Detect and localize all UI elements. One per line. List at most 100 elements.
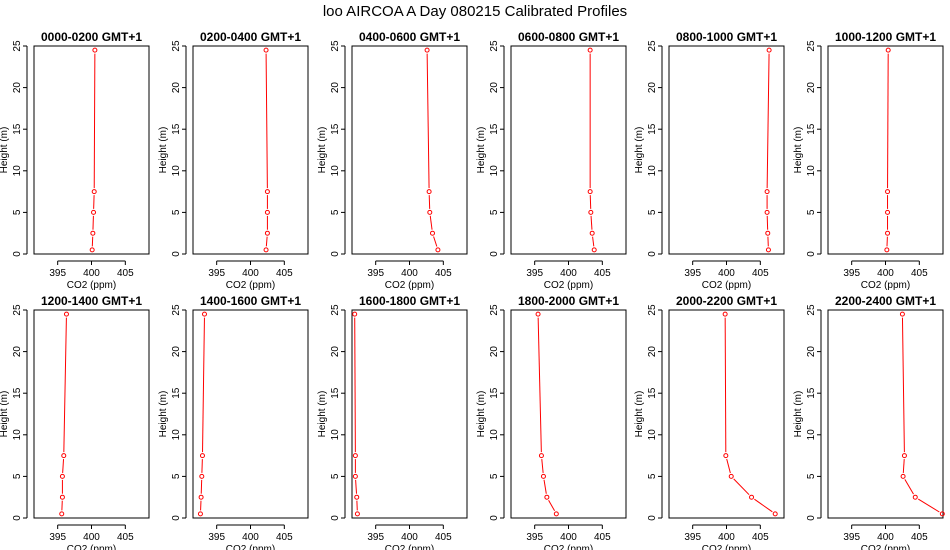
- chart-panel-7: 1400-1600 GMT+1 0 5 10 15 20 25 Height (m) 395 40…: [158, 294, 309, 550]
- data-point: [722, 311, 728, 317]
- data-point: [91, 189, 97, 195]
- data-point: [202, 311, 207, 317]
- y-tick-label: 15: [489, 387, 500, 399]
- x-tick-label: 395: [49, 268, 66, 279]
- y-tick-label: 25: [330, 304, 341, 316]
- y-tick-label: 10: [806, 429, 817, 441]
- y-tick-label: 20: [647, 82, 658, 94]
- chart-panel-8: 1600-1800 GMT+1 0 5 10 15 20 25 Height (m) 395 40…: [317, 294, 468, 550]
- series-line: [901, 317, 905, 453]
- plot-frame: [668, 309, 785, 519]
- series-line: [733, 478, 750, 496]
- y-tick-label: 15: [806, 387, 817, 399]
- series-line: [537, 317, 542, 453]
- series-line: [724, 317, 727, 453]
- y-axis-label: Height (m): [317, 127, 328, 174]
- y-tick-label: 0: [806, 251, 817, 257]
- x-tick-label: 400: [560, 532, 577, 543]
- x-tick-label: 395: [843, 532, 860, 543]
- y-tick-label: 15: [489, 123, 500, 135]
- y-axis-label: Height (m): [476, 391, 487, 438]
- x-tick-label: 395: [684, 268, 701, 279]
- data-point: [59, 511, 65, 517]
- x-axis-label: CO2 (ppm): [702, 544, 751, 550]
- data-point: [538, 453, 544, 459]
- plot-frame: [192, 45, 309, 255]
- series-line: [904, 479, 914, 495]
- y-tick-label: 15: [330, 123, 341, 135]
- x-tick-label: 395: [526, 268, 543, 279]
- x-tick-label: 400: [718, 532, 735, 543]
- y-axis-label: Height (m): [0, 391, 10, 438]
- y-tick-label: 20: [330, 82, 341, 94]
- series-line: [590, 215, 593, 230]
- y-tick-label: 0: [330, 251, 341, 257]
- data-point: [198, 494, 204, 500]
- data-point: [430, 230, 435, 236]
- series-line: [202, 317, 205, 453]
- data-point: [765, 247, 771, 253]
- x-tick-label: 405: [276, 532, 293, 543]
- data-point: [426, 189, 432, 195]
- data-point: [749, 494, 755, 500]
- plot-frame: [351, 45, 468, 255]
- data-point: [199, 453, 205, 459]
- series-line: [766, 53, 770, 189]
- y-tick-label: 20: [806, 82, 817, 94]
- x-axis-label: CO2 (ppm): [385, 544, 434, 550]
- chart-panel-4: 0800-1000 GMT+1 0 5 10 15 20 25 Height (m) 395 40…: [634, 30, 785, 291]
- x-axis-label: CO2 (ppm): [385, 280, 434, 291]
- series-line: [265, 236, 268, 247]
- y-tick-label: 0: [171, 251, 182, 257]
- y-tick-label: 25: [806, 40, 817, 52]
- series-line: [93, 53, 96, 189]
- y-tick-label: 25: [12, 40, 23, 52]
- x-tick-label: 405: [911, 532, 928, 543]
- y-tick-label: 5: [647, 209, 658, 215]
- y-tick-label: 10: [647, 429, 658, 441]
- y-tick-label: 0: [12, 251, 23, 257]
- y-tick-label: 15: [12, 123, 23, 135]
- y-tick-label: 15: [171, 387, 182, 399]
- y-tick-label: 0: [489, 251, 500, 257]
- y-tick-label: 5: [12, 473, 23, 479]
- y-axis-label: Height (m): [634, 391, 645, 438]
- y-axis-label: Height (m): [793, 391, 804, 438]
- data-point: [899, 311, 905, 317]
- data-point: [885, 230, 891, 236]
- chart-panel-1: 0200-0400 GMT+1 0 5 10 15 20 25 Height (m) 395 40…: [158, 30, 309, 291]
- data-point: [587, 189, 593, 195]
- y-tick-label: 15: [12, 387, 23, 399]
- y-tick-label: 25: [171, 304, 182, 316]
- y-tick-label: 15: [806, 123, 817, 135]
- chart-panel-10: 2000-2200 GMT+1 0 5 10 15 20 25 Height (m) 395 40…: [634, 294, 785, 550]
- x-tick-label: 400: [401, 268, 418, 279]
- data-point: [92, 47, 98, 53]
- data-point: [589, 230, 595, 236]
- y-tick-label: 25: [647, 304, 658, 316]
- y-tick-label: 20: [489, 82, 500, 94]
- chart-panel-9: 1800-2000 GMT+1 0 5 10 15 20 25 Height (m) 395 40…: [476, 294, 627, 550]
- main-title: loo AIRCOA A Day 080215 Calibrated Profi…: [323, 3, 627, 20]
- data-point: [264, 189, 270, 195]
- y-tick-label: 5: [330, 209, 341, 215]
- x-tick-label: 400: [242, 532, 259, 543]
- x-tick-label: 400: [560, 268, 577, 279]
- x-tick-label: 400: [718, 268, 735, 279]
- plot-frame: [827, 309, 944, 519]
- plot-frame: [510, 309, 627, 519]
- y-tick-label: 20: [489, 346, 500, 358]
- panel-title: 2200-2400 GMT+1: [835, 294, 936, 308]
- y-tick-label: 20: [12, 82, 23, 94]
- chart-panel-2: 0400-0600 GMT+1 0 5 10 15 20 25 Height (m) 395 40…: [317, 30, 468, 291]
- series-line: [63, 317, 67, 453]
- y-tick-label: 5: [330, 473, 341, 479]
- y-tick-label: 20: [647, 346, 658, 358]
- data-point: [766, 47, 772, 53]
- y-tick-label: 10: [171, 165, 182, 177]
- data-point: [884, 247, 890, 253]
- x-tick-label: 405: [752, 268, 769, 279]
- data-point: [354, 494, 360, 500]
- series-line: [726, 458, 731, 474]
- plot-frame: [668, 45, 785, 255]
